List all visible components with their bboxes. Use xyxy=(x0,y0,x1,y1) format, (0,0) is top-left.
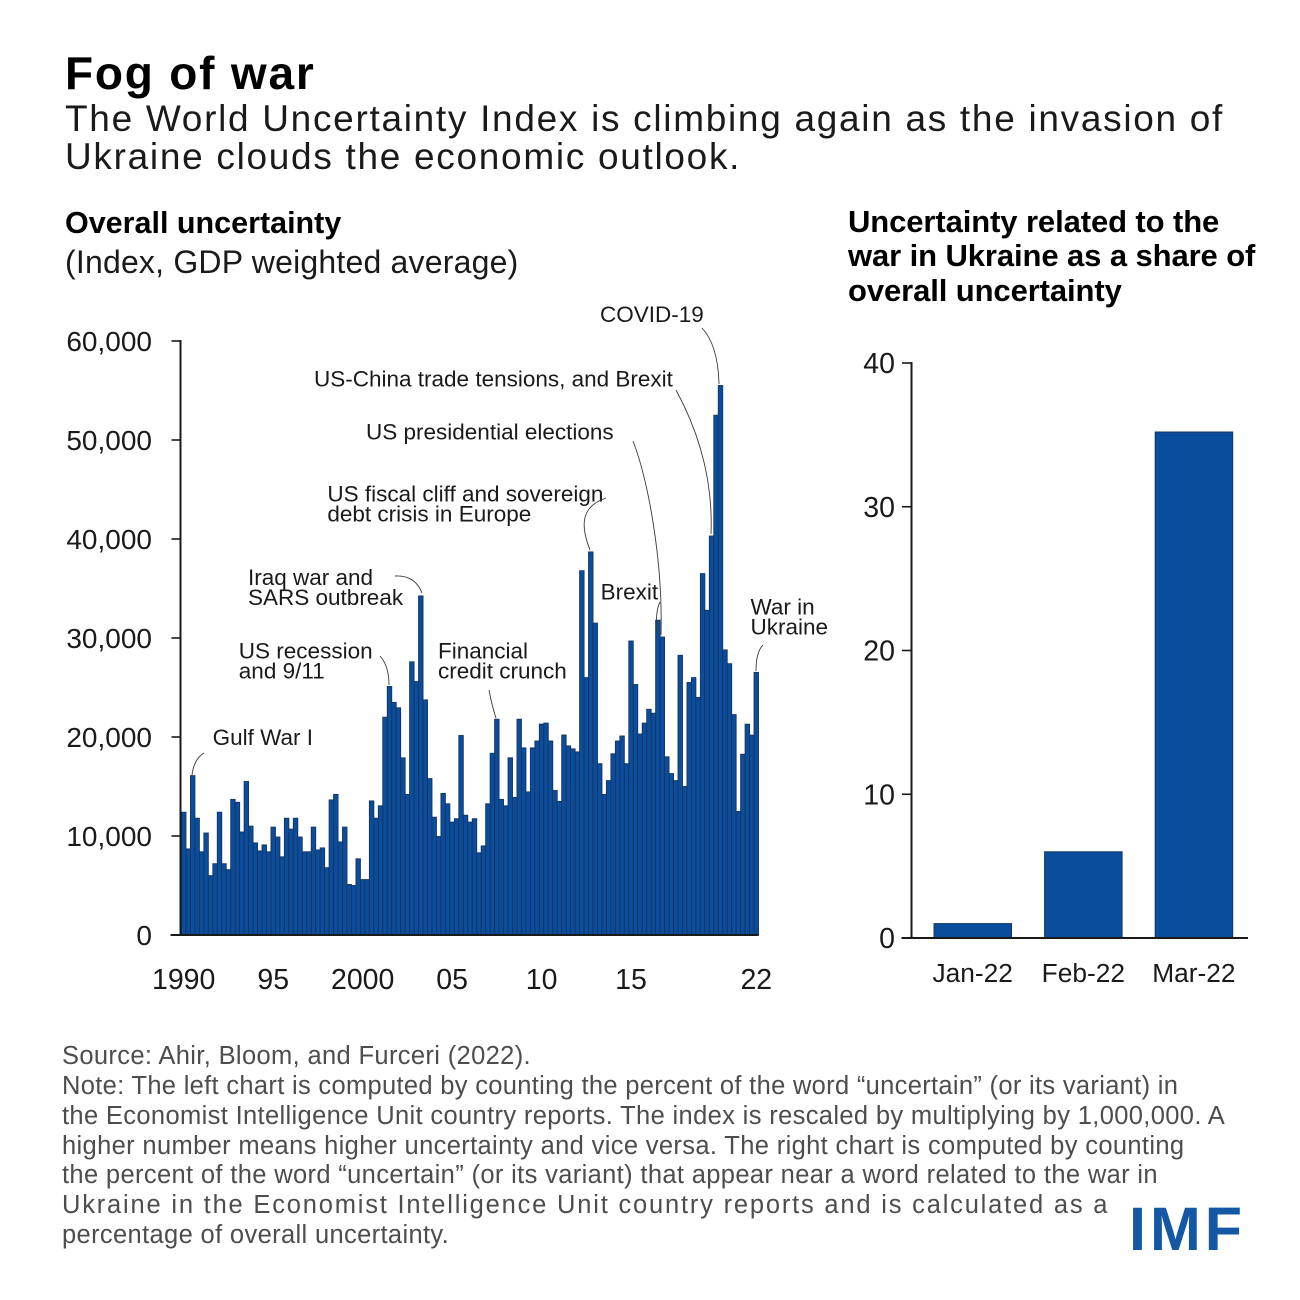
svg-text:20,000: 20,000 xyxy=(66,722,152,753)
svg-text:and 9/11: and 9/11 xyxy=(239,658,325,683)
svg-text:Gulf War I: Gulf War I xyxy=(213,725,313,750)
svg-text:SARS outbreak: SARS outbreak xyxy=(248,585,404,610)
svg-text:Iraq war and: Iraq war and xyxy=(248,565,373,590)
svg-text:1990: 1990 xyxy=(152,964,215,996)
svg-text:10: 10 xyxy=(526,964,558,996)
svg-text:10,000: 10,000 xyxy=(66,821,152,852)
svg-text:20: 20 xyxy=(863,636,895,668)
svg-text:credit crunch: credit crunch xyxy=(438,658,567,683)
svg-text:Feb-22: Feb-22 xyxy=(1042,958,1125,988)
svg-text:95: 95 xyxy=(257,964,289,996)
svg-text:debt crisis in Europe: debt crisis in Europe xyxy=(327,502,531,527)
svg-text:US fiscal cliff and sovereign: US fiscal cliff and sovereign xyxy=(327,482,603,507)
svg-text:US presidential elections: US presidential elections xyxy=(366,420,614,445)
svg-text:50,000: 50,000 xyxy=(66,425,152,456)
svg-text:30,000: 30,000 xyxy=(66,623,152,654)
svg-text:Jan-22: Jan-22 xyxy=(932,958,1012,988)
svg-text:10: 10 xyxy=(863,779,895,811)
svg-text:40: 40 xyxy=(863,348,895,380)
svg-text:War in: War in xyxy=(751,595,815,620)
svg-text:15: 15 xyxy=(615,964,647,996)
svg-text:Financial: Financial xyxy=(438,638,528,663)
svg-text:Mar-22: Mar-22 xyxy=(1152,958,1235,988)
svg-text:US-China trade tensions, and B: US-China trade tensions, and Brexit xyxy=(314,367,674,392)
svg-text:2000: 2000 xyxy=(331,964,394,996)
svg-text:30: 30 xyxy=(863,492,895,524)
svg-text:22: 22 xyxy=(740,964,772,996)
svg-text:60,000: 60,000 xyxy=(66,326,152,357)
svg-text:0: 0 xyxy=(879,923,895,955)
svg-text:0: 0 xyxy=(136,920,152,951)
svg-text:40,000: 40,000 xyxy=(66,524,152,555)
svg-text:Ukraine: Ukraine xyxy=(751,615,829,640)
svg-text:05: 05 xyxy=(436,964,468,996)
svg-text:COVID-19: COVID-19 xyxy=(600,302,704,327)
svg-text:Brexit: Brexit xyxy=(601,579,659,604)
svg-text:US recession: US recession xyxy=(239,638,373,663)
